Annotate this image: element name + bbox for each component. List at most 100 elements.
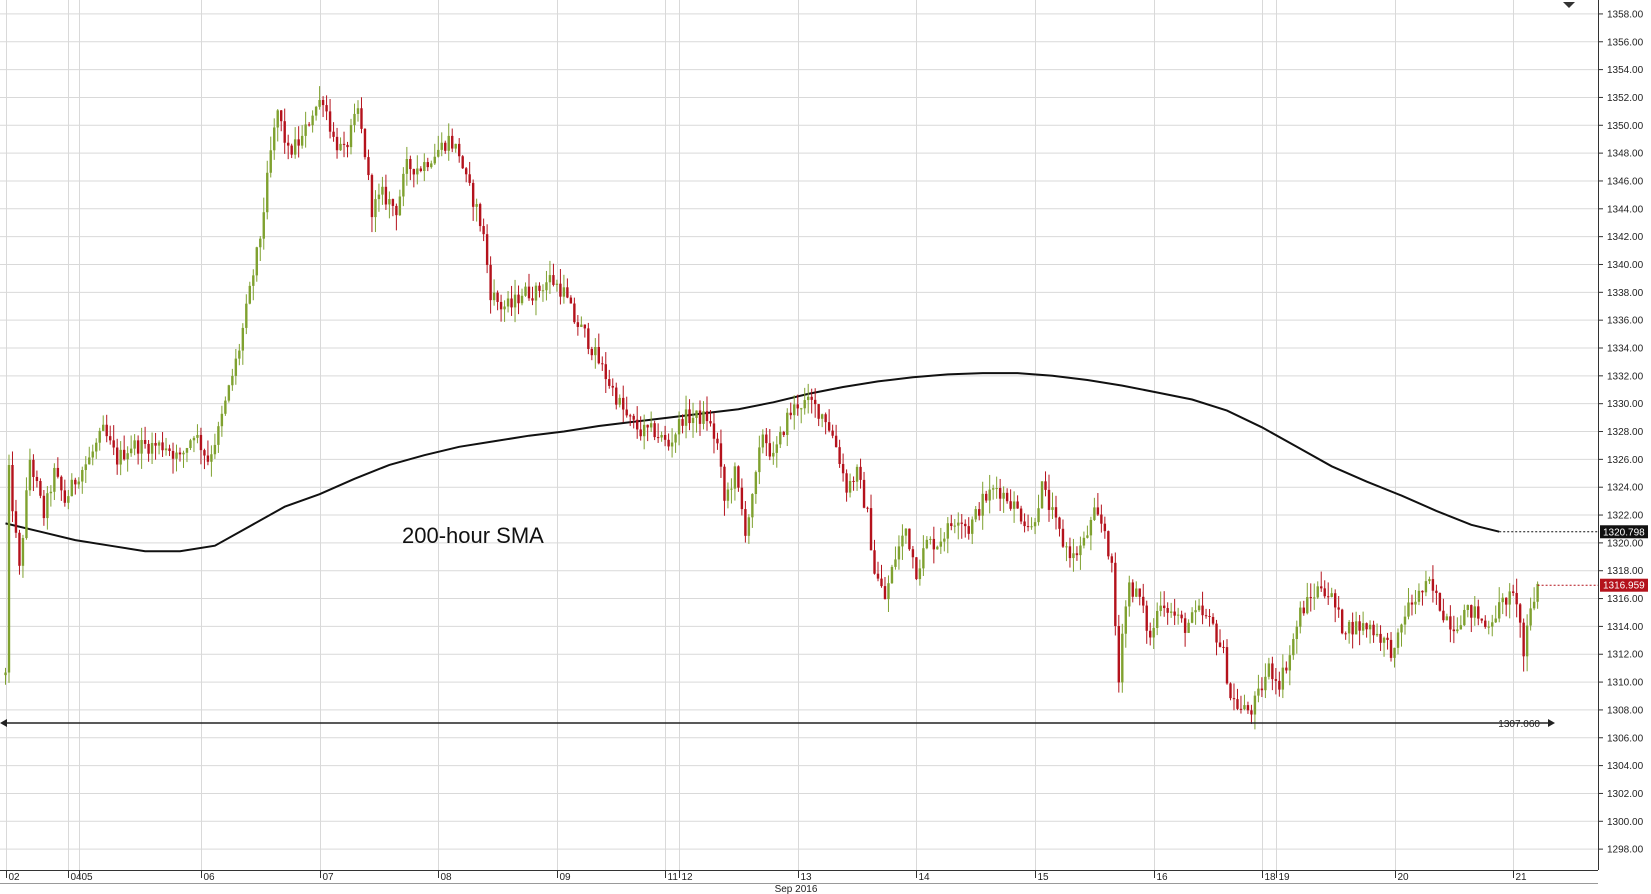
candle-body [255,247,258,276]
candle-body [433,156,436,164]
candle-body [845,473,848,493]
candle-body [813,399,817,405]
candle-body [1327,596,1330,598]
candle-body [1480,618,1483,621]
candle-body [1410,602,1414,605]
candle-body [1511,591,1515,593]
candle-body [405,158,409,174]
candle-body [1340,609,1344,634]
candle-body [632,415,635,420]
candle-body [1145,605,1148,631]
candle-body [342,143,346,145]
y-tick-label: 1330.00 [1607,399,1644,410]
candle-body [642,424,646,437]
candle-body [1274,679,1278,681]
candle-body [1002,492,1005,499]
candle-body [1403,616,1407,625]
candle-body [1435,590,1438,594]
y-tick-label: 1322.00 [1607,511,1644,522]
x-tick-label: 09 [560,872,572,883]
y-tick-label: 1316.00 [1607,594,1644,605]
x-axis-caption: Sep 2016 [775,884,818,894]
candle-body [1264,676,1267,691]
candle-body [1225,647,1229,684]
candle-body [667,439,670,447]
support-arrow-right-icon [1548,719,1555,728]
y-tick-label: 1338.00 [1607,288,1644,299]
candle-body [524,286,527,296]
candle-body [1354,621,1358,635]
candle-body [238,350,241,359]
grid-lines [0,0,1598,870]
candle-body [859,466,862,480]
candle-body [1086,535,1089,538]
candle-body [904,528,908,536]
x-tick-label: 05 [82,872,94,883]
candle-body [335,136,339,151]
candle-body [744,509,747,536]
candle-body [1358,621,1361,631]
candle-body [730,488,733,490]
candle-body [950,523,953,527]
candle-body [960,522,963,524]
candle-body [751,494,754,518]
candle-body [541,290,545,292]
candle-body [1089,519,1093,536]
y-tick-label: 1346.00 [1607,176,1644,187]
candle-body [1009,501,1012,509]
candle-body [1218,642,1222,647]
candle-body [143,439,147,444]
candle-body [447,135,450,151]
candle-body [1484,620,1487,627]
candle-body [1040,481,1044,509]
candle-body [855,466,859,482]
y-tick-label: 1352.00 [1607,93,1644,104]
candle-body [91,451,94,458]
candle-body [988,489,991,501]
candle-body [39,481,42,496]
candle-body [1501,597,1504,603]
candle-body [1173,611,1176,616]
candle-body [1337,607,1340,610]
candle-body [67,496,70,503]
candle-body [293,139,297,155]
candle-body [182,452,185,455]
value-tags: 1320.798 1316.959 [1499,525,1648,592]
y-tick-label: 1326.00 [1607,455,1644,466]
candle-body [88,457,91,465]
candle-body [14,511,18,533]
candle-body [1229,683,1232,699]
candle-body [552,275,555,285]
candle-body [1121,633,1124,683]
collapse-arrow-icon[interactable] [1563,2,1575,8]
candle-body [1058,517,1061,529]
candle-body [807,396,810,401]
candle-body [346,144,349,148]
x-tick-label: 04 [71,872,83,883]
candle-body [1065,546,1068,548]
candle-body [1414,601,1417,605]
candle-body [1491,622,1494,627]
candle-body [1372,624,1375,636]
candle-body [827,422,831,431]
candle-body [1047,489,1051,510]
candle-body [49,491,53,494]
candle-body [629,415,632,417]
candle-body [1505,597,1508,605]
candle-body [374,199,377,218]
y-tick-label: 1336.00 [1607,316,1644,327]
candle-body [1061,528,1065,547]
candle-body [1260,688,1264,691]
candle-body [639,429,642,437]
candle-body [370,175,374,218]
candle-body [911,549,915,558]
candle-body [1386,637,1389,640]
candle-body [1344,633,1347,635]
candle-body [796,404,799,409]
candle-body [663,435,667,440]
candle-body [1082,537,1086,546]
candle-body [1257,688,1260,696]
candle-body [880,578,883,587]
